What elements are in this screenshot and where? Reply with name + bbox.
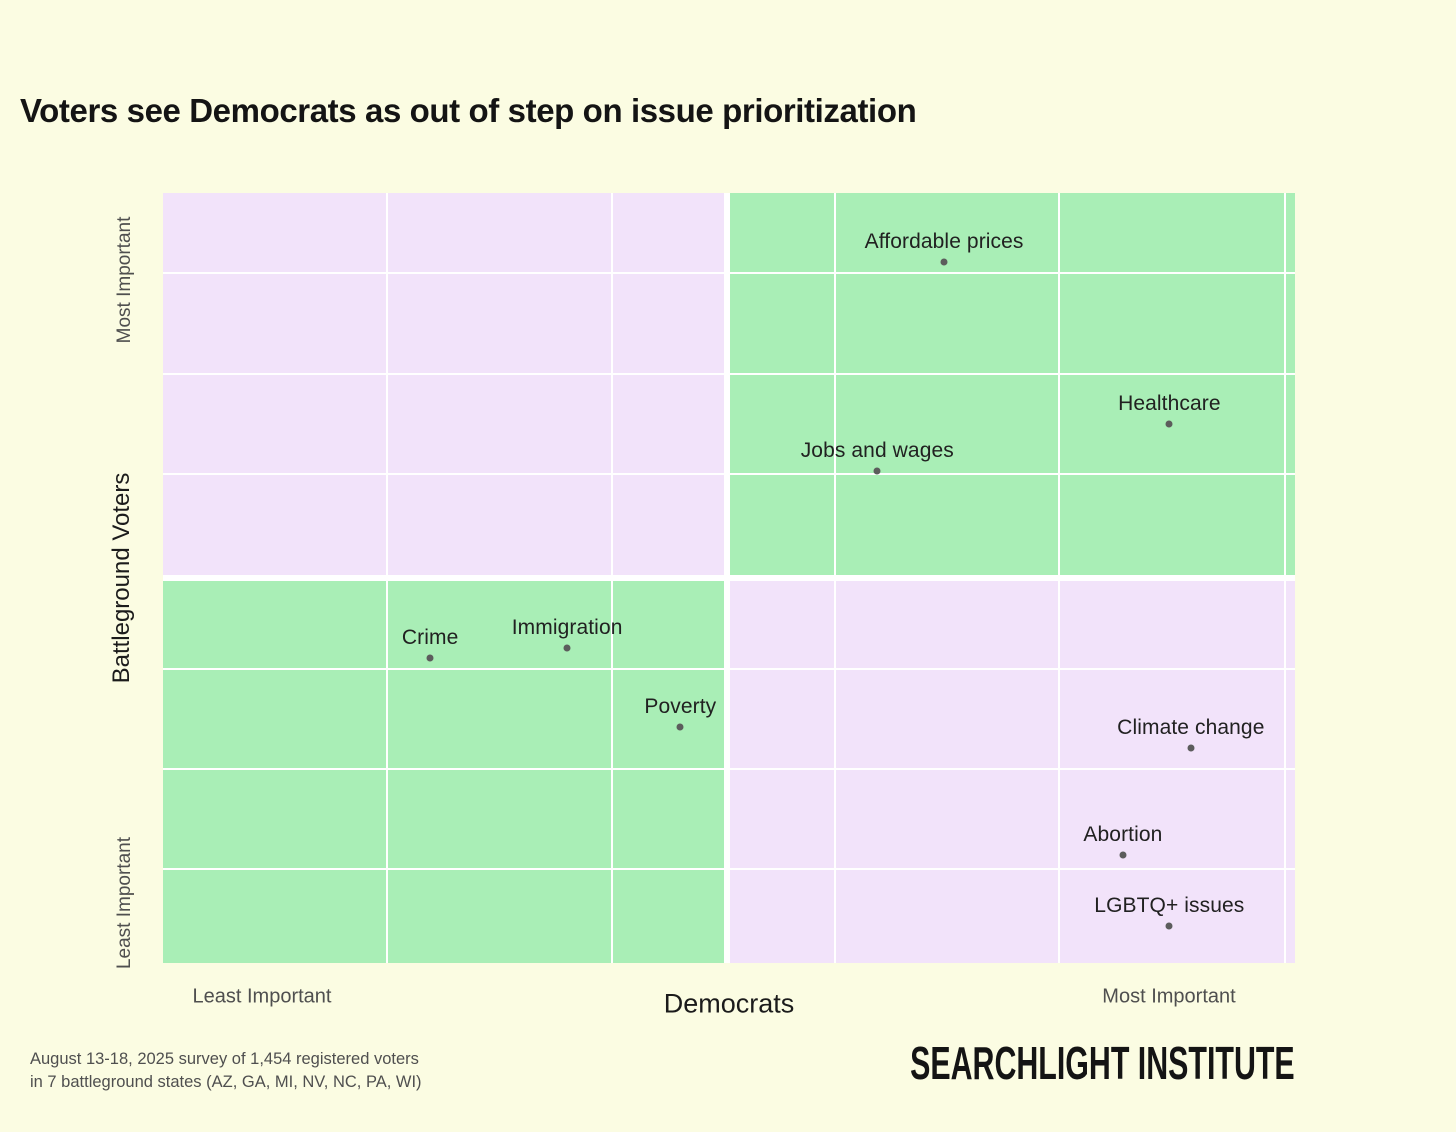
- data-point-label: Poverty: [644, 695, 717, 719]
- data-point-dot: [873, 467, 881, 475]
- x-axis-right-label: Most Important: [1102, 985, 1236, 1008]
- source-note-line1: August 13-18, 2025 survey of 1,454 regis…: [30, 1050, 419, 1068]
- chart-title: Voters see Democrats as out of step on i…: [20, 92, 917, 129]
- y-axis-top-label: Most Important: [114, 216, 135, 344]
- data-point-label: Crime: [401, 626, 459, 650]
- data-point-label: LGBTQ+ issues: [1094, 894, 1245, 918]
- y-axis-bottom-label: Least Important: [114, 836, 135, 970]
- source-note: August 13-18, 2025 survey of 1,454 regis…: [30, 1048, 422, 1094]
- x-axis-left-label: Least Important: [192, 985, 332, 1008]
- gridline: [163, 668, 1295, 671]
- data-point-label: Healthcare: [1118, 392, 1221, 415]
- data-point-dot: [426, 654, 434, 662]
- y-axis-title: Battleground Voters: [108, 472, 135, 684]
- gridline: [163, 373, 1295, 376]
- data-point-dot: [1187, 744, 1195, 752]
- gridline: [163, 868, 1295, 871]
- quadrant-top-right: [726, 193, 1295, 578]
- data-point-label: Jobs and wages: [800, 438, 954, 462]
- data-point-dot: [1165, 922, 1173, 930]
- data-point-dot: [1165, 420, 1173, 428]
- gridline: [163, 472, 1295, 475]
- source-note-line2: in 7 battleground states (AZ, GA, MI, NV…: [30, 1073, 422, 1091]
- searchlight-institute-logo: SEARCHLIGHT INSTITUTE: [910, 1037, 1295, 1089]
- data-point-label: Abortion: [1083, 823, 1163, 847]
- quadrant-plot-area: Affordable prices Healthcare Jobs and wage…: [163, 193, 1295, 963]
- data-point-dot: [940, 258, 948, 266]
- data-point-dot: [563, 644, 571, 652]
- quadrant-bottom-left: [163, 578, 727, 963]
- quadrant-top-left: [163, 193, 727, 578]
- data-point-label: Immigration: [511, 616, 623, 640]
- quadrant-bottom-right: [726, 578, 1295, 963]
- gridline: [163, 272, 1295, 275]
- data-point-dot: [1119, 851, 1127, 859]
- quadrant-divider-horizontal: [163, 575, 1295, 581]
- data-point-label: Affordable prices: [864, 230, 1024, 254]
- data-point-dot: [676, 723, 684, 731]
- data-point-label: Climate change: [1117, 716, 1265, 740]
- x-axis-title: Democrats: [663, 988, 795, 1019]
- gridline: [163, 768, 1295, 771]
